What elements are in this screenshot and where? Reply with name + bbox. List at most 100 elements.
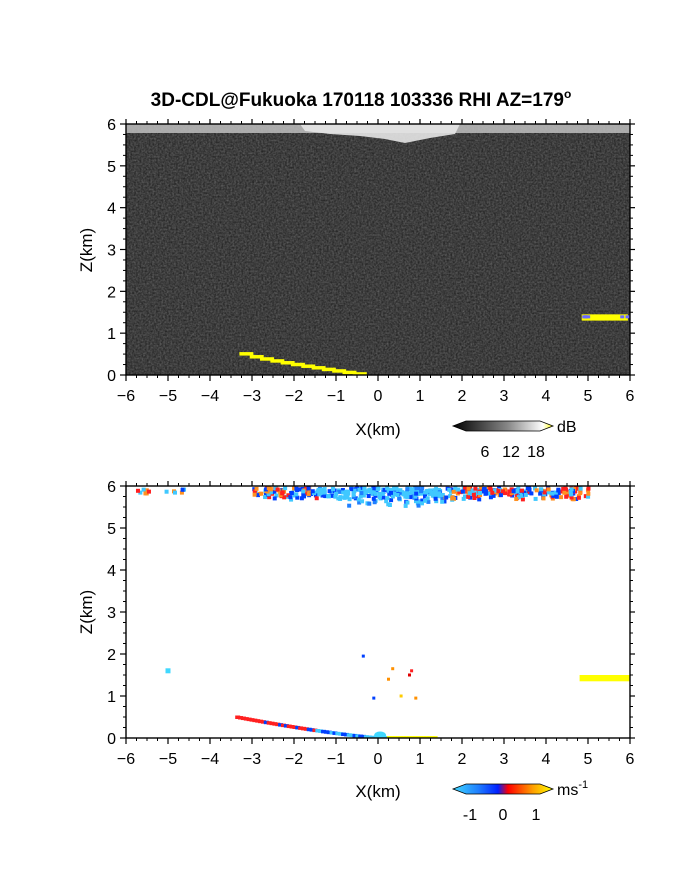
snr-colorbar-tick: 6 — [481, 444, 490, 461]
velocity-cell — [351, 495, 356, 500]
velocity-cell — [481, 487, 486, 492]
snr-ground-echo-segment — [352, 372, 367, 375]
velocity-ground-cell — [298, 726, 304, 730]
velocity-ground-cell — [429, 736, 435, 738]
velocity-cell — [267, 495, 272, 500]
velocity-cell — [326, 494, 331, 499]
velocity-cell — [338, 495, 343, 500]
velocity-cell — [289, 490, 294, 495]
velocity-ground-cell — [426, 736, 432, 738]
velocity-ground-cell — [315, 729, 321, 733]
velocity-ground-cell — [258, 719, 264, 724]
velocity-cloud-band — [579, 675, 630, 682]
velocity-cell — [413, 486, 418, 491]
snr-x-tick-label: −3 — [243, 388, 261, 405]
velocity-cell — [561, 486, 566, 491]
velocity-cell — [541, 496, 546, 501]
velocity-point — [408, 673, 411, 677]
velocity-cell — [428, 488, 433, 493]
snr-cloud-layer-pixel — [625, 315, 630, 319]
velocity-x-tick-label: −4 — [201, 751, 219, 768]
velocity-cell — [457, 489, 462, 494]
velocity-cell — [340, 487, 345, 492]
velocity-cell — [334, 491, 339, 496]
snr-colorbar-body — [451, 420, 555, 432]
velocity-cell — [470, 488, 475, 493]
velocity-cell — [349, 487, 354, 492]
velocity-ground-cell — [323, 730, 329, 734]
velocity-cell — [180, 487, 185, 492]
velocity-cell — [255, 493, 260, 498]
velocity-cell — [568, 489, 573, 494]
velocity-cell — [274, 493, 279, 498]
velocity-point — [410, 669, 414, 673]
velocity-cell — [369, 490, 374, 495]
velocity-cell — [280, 491, 285, 496]
velocity-cell — [546, 487, 551, 492]
snr-ground-echo-segment — [311, 366, 326, 370]
velocity-ground-cell — [312, 728, 318, 733]
velocity-cell — [316, 487, 321, 492]
velocity-cell — [554, 494, 559, 499]
snr-y-tick-label: 4 — [107, 201, 116, 218]
velocity-ground-cell — [269, 721, 275, 726]
velocity-point — [399, 694, 403, 698]
snr-colorbar: dB 6 12 18 — [451, 419, 577, 461]
velocity-upper-layer — [135, 486, 591, 508]
velocity-cell — [437, 487, 442, 492]
snr-xlabel: X(km) — [355, 420, 400, 439]
velocity-cell — [576, 495, 581, 500]
velocity-cell — [447, 487, 452, 492]
snr-x-tick-label: 5 — [584, 388, 593, 405]
velocity-cell — [472, 496, 477, 501]
snr-colorbar-tick: 18 — [527, 444, 545, 461]
velocity-ground-cell — [421, 736, 427, 738]
velocity-cell — [416, 489, 421, 494]
velocity-cell — [371, 496, 376, 501]
velocity-cell — [563, 487, 568, 492]
velocity-isolated-points — [165, 654, 418, 700]
velocity-cell — [415, 501, 420, 506]
velocity-cell — [342, 495, 347, 500]
velocity-cell — [434, 499, 439, 504]
velocity-cell — [492, 488, 497, 493]
snr-x-tick-label: 3 — [500, 388, 509, 405]
velocity-cell — [456, 487, 461, 492]
velocity-cell — [466, 494, 471, 499]
velocity-cell — [478, 490, 483, 495]
velocity-ground-cell — [363, 735, 369, 738]
velocity-ground-cell — [352, 733, 358, 738]
velocity-cell — [359, 491, 364, 496]
velocity-ground-cell — [343, 732, 349, 737]
velocity-cell — [385, 486, 390, 491]
velocity-x-tick-label: 2 — [458, 751, 467, 768]
velocity-x-tick-label: −3 — [243, 751, 261, 768]
velocity-ground-cell — [263, 720, 269, 725]
velocity-ground-cell — [260, 720, 266, 724]
velocity-cell — [360, 499, 365, 504]
velocity-cell — [423, 498, 428, 503]
velocity-cell — [388, 490, 393, 495]
velocity-cell — [440, 495, 445, 500]
velocity-colorbar-tick: 1 — [532, 807, 541, 824]
velocity-cell — [357, 500, 362, 505]
velocity-ground-cell — [418, 736, 424, 738]
velocity-cell — [451, 489, 456, 494]
velocity-cell — [345, 492, 350, 497]
velocity-cell — [384, 499, 389, 504]
snr-y-tick-label: 3 — [107, 243, 116, 260]
velocity-cell — [268, 490, 273, 495]
velocity-cell — [520, 497, 525, 502]
velocity-cell — [138, 490, 143, 495]
velocity-cell — [475, 494, 480, 499]
snr-x-tick-label: 0 — [374, 388, 383, 405]
velocity-cell — [172, 490, 177, 495]
velocity-ground-cell — [289, 725, 295, 729]
snr-colorbar-unit: dB — [557, 419, 577, 436]
velocity-cell — [410, 487, 415, 492]
velocity-point — [361, 654, 365, 658]
velocity-cell — [440, 499, 445, 504]
velocity-cell — [416, 486, 421, 491]
velocity-cell — [318, 490, 323, 495]
velocity-cell — [352, 488, 357, 493]
